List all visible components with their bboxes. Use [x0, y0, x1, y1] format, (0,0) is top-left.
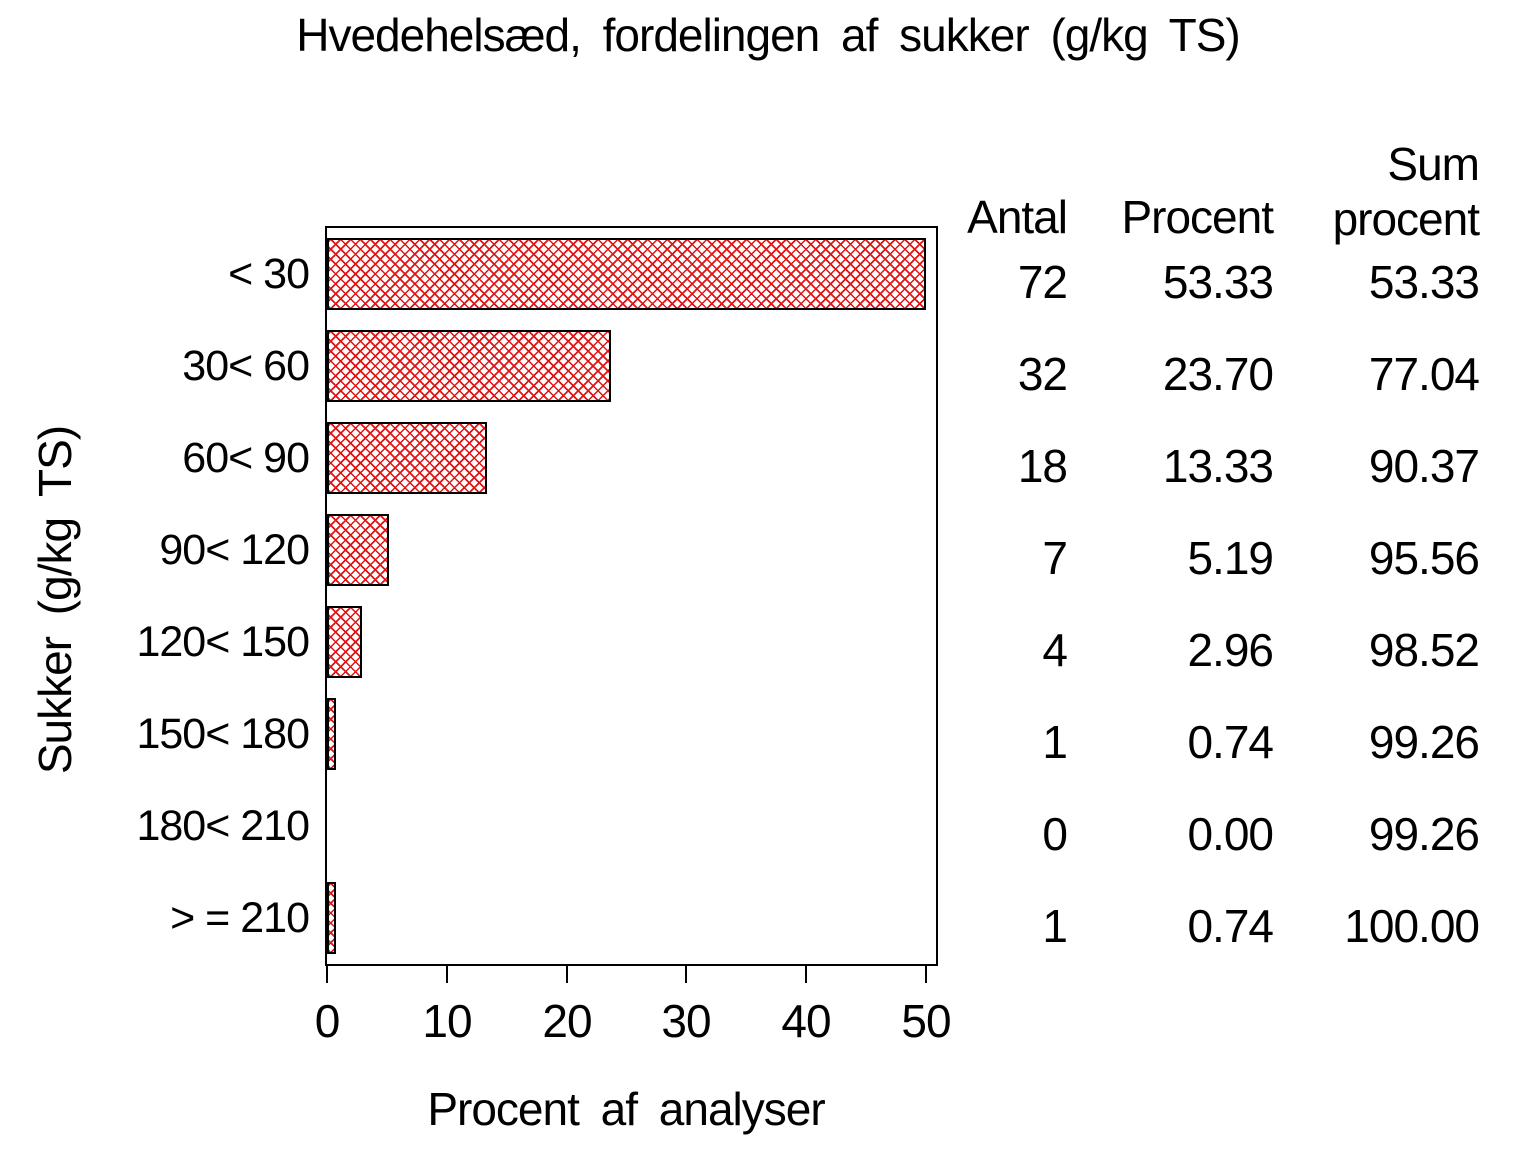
- bar-4: [327, 606, 362, 678]
- table-cell-antal-6: 0: [1042, 808, 1068, 860]
- table-header-sum-line1: Sum: [1387, 138, 1480, 190]
- table-cell-procent-4: 2.96: [1187, 624, 1274, 676]
- table-cell-procent-2: 13.33: [1162, 440, 1274, 492]
- x-tick-0: [326, 966, 328, 983]
- table-cell-antal-3: 7: [1042, 532, 1068, 584]
- x-tick-label-10: 10: [422, 995, 472, 1047]
- table-cell-procent-7: 0.74: [1187, 900, 1274, 952]
- table-cell-antal-1: 32: [1017, 348, 1068, 400]
- table-cell-sum-3: 95.56: [1368, 532, 1480, 584]
- bar-1: [327, 330, 611, 402]
- bar-3: [327, 514, 389, 586]
- table-cell-sum-2: 90.37: [1368, 440, 1480, 492]
- category-label-3: 90< 120: [159, 526, 310, 574]
- table-cell-procent-0: 53.33: [1162, 256, 1274, 308]
- table-cell-sum-7: 100.00: [1344, 900, 1480, 952]
- table-cell-procent-5: 0.74: [1187, 716, 1274, 768]
- table-cell-sum-4: 98.52: [1368, 624, 1480, 676]
- bar-2: [327, 422, 487, 494]
- table-header-procent: Procent: [1121, 191, 1274, 243]
- table-cell-procent-1: 23.70: [1162, 348, 1274, 400]
- category-label-4: 120< 150: [136, 618, 310, 666]
- category-label-1: 30< 60: [182, 342, 310, 390]
- x-tick-label-30: 30: [661, 995, 711, 1047]
- table-cell-sum-6: 99.26: [1368, 808, 1480, 860]
- x-tick-label-50: 50: [901, 995, 951, 1047]
- x-axis-label: Procent af analyser: [427, 1083, 825, 1135]
- table-header-sum-procent: Sum procent: [1279, 137, 1480, 247]
- chart-title: Hvedehelsæd, fordelingen af sukker (g/kg…: [296, 9, 1241, 61]
- bar-0: [327, 238, 926, 310]
- category-label-5: 150< 180: [136, 710, 310, 758]
- table-cell-antal-0: 72: [1017, 256, 1068, 308]
- category-label-2: 60< 90: [182, 434, 310, 482]
- table-cell-sum-5: 99.26: [1368, 716, 1480, 768]
- table-header-antal: Antal: [967, 191, 1068, 243]
- table-cell-sum-1: 77.04: [1368, 348, 1480, 400]
- x-tick-40: [805, 966, 807, 983]
- x-tick-label-0: 0: [314, 995, 341, 1047]
- category-label-7: > = 210: [170, 894, 310, 942]
- bar-5: [327, 698, 336, 770]
- plot-area: [325, 226, 938, 966]
- x-tick-10: [446, 966, 448, 983]
- category-label-0: < 30: [228, 250, 310, 298]
- bar-7: [327, 882, 336, 954]
- x-tick-label-40: 40: [781, 995, 831, 1047]
- table-cell-antal-4: 4: [1042, 624, 1068, 676]
- table-cell-procent-3: 5.19: [1187, 532, 1274, 584]
- table-cell-procent-6: 0.00: [1187, 808, 1274, 860]
- table-cell-antal-5: 1: [1042, 716, 1068, 768]
- x-tick-label-20: 20: [542, 995, 592, 1047]
- table-cell-antal-2: 18: [1017, 440, 1068, 492]
- table-cell-antal-7: 1: [1042, 900, 1068, 952]
- table-cell-sum-0: 53.33: [1368, 256, 1480, 308]
- x-tick-30: [685, 966, 687, 983]
- x-tick-20: [566, 966, 568, 983]
- x-tick-50: [925, 966, 927, 983]
- table-header-sum-line2: procent: [1332, 193, 1480, 245]
- category-label-6: 180< 210: [136, 802, 310, 850]
